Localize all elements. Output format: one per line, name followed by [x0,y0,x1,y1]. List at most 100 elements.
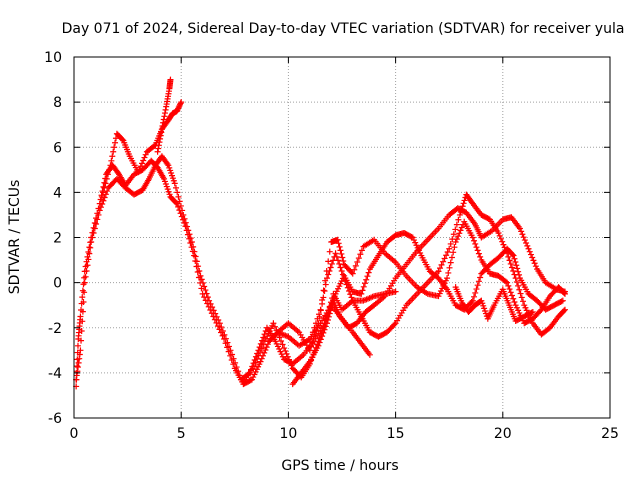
data-point [101,184,108,191]
data-point [456,230,463,237]
data-point [561,307,568,314]
data-point [100,197,107,204]
data-point [263,344,270,351]
data-point [391,321,398,328]
data-point [337,264,344,271]
data-point [201,283,208,290]
data-point [324,317,331,324]
data-point [257,358,264,365]
data-point [101,179,108,186]
data-point [106,166,113,173]
data-point [561,290,568,297]
data-point [511,255,518,262]
data-point [86,250,93,257]
data-point [137,163,144,170]
data-point [512,275,519,282]
data-point [184,223,191,230]
data-point [501,244,508,251]
data-point [172,184,179,191]
data-point [135,169,142,176]
data-point [320,329,327,336]
data-point [507,260,514,267]
y-tick-label: -2 [48,321,62,337]
data-point [506,257,513,264]
x-tick-label: 5 [177,426,186,442]
data-point [111,144,118,151]
data-point [80,298,87,305]
data-point [445,269,452,276]
data-point [198,276,205,283]
data-point [508,264,515,271]
data-point [87,244,94,251]
data-point [76,355,83,362]
data-point [278,337,285,344]
chart-title: Day 071 of 2024, Sidereal Day-to-day VTE… [62,21,625,37]
data-point [450,249,457,256]
data-point [155,142,162,149]
data-point [559,297,566,304]
data-point [182,219,189,226]
data-point [161,113,168,120]
data-point [472,240,479,247]
data-point [477,253,484,260]
data-point [284,353,291,360]
data-point [351,266,358,273]
data-point [450,231,457,238]
data-point [327,264,334,271]
data-point [209,304,216,311]
data-point [315,342,322,349]
data-point [195,263,202,270]
data-point [352,262,359,269]
data-point [469,234,476,241]
data-point [451,244,458,251]
data-point [160,116,167,123]
data-point [365,269,372,276]
data-point [392,288,399,295]
data-point [343,281,350,288]
data-point [366,351,373,358]
y-tick-label: 6 [53,140,62,156]
data-point [311,324,318,331]
y-axis-label: SDTVAR / TECUs [7,180,23,295]
data-point [325,313,332,320]
data-point [364,273,371,280]
data-point [325,258,332,265]
x-axis-label: GPS time / hours [281,458,398,474]
data-point [156,139,163,146]
data-point [337,247,344,254]
data-point [332,250,339,257]
data-points [73,76,568,390]
data-point [512,258,519,265]
data-point [104,188,111,195]
data-point [283,350,290,357]
data-point [461,197,468,204]
data-point [210,307,217,314]
data-point [308,343,315,350]
x-tick-label: 25 [601,426,619,442]
data-point [334,236,341,243]
data-point [537,307,544,314]
data-point [517,290,524,297]
data-point [227,347,234,354]
data-point [176,198,183,205]
data-point [247,377,254,384]
data-point [288,362,295,369]
data-point [475,278,482,285]
data-point [233,364,240,371]
data-point [320,287,327,294]
x-tick-label: 15 [387,426,405,442]
data-point [340,258,347,265]
data-point [435,268,442,275]
data-point [213,313,220,320]
data-point [444,249,451,256]
data-point [279,341,286,348]
data-point [528,309,535,316]
data-point [363,276,370,283]
data-point [561,306,568,313]
y-tick-label: -4 [48,366,62,382]
series-track-3 [98,99,185,200]
data-point [91,225,98,232]
x-tick-label: 0 [70,426,79,442]
data-point [497,235,504,242]
data-point [505,282,512,289]
